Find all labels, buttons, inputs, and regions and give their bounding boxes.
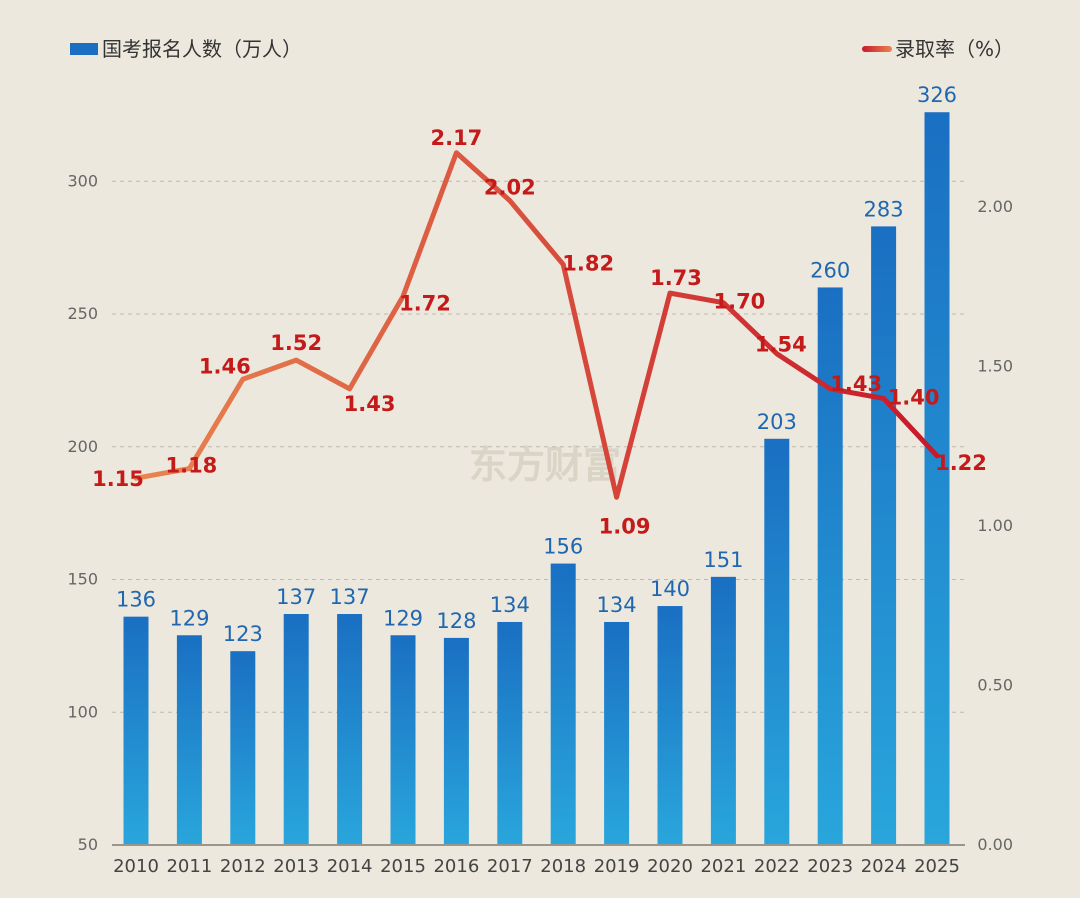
legend-label-line: 录取率（%）	[895, 37, 1014, 61]
rate-value-label: 2.02	[484, 176, 536, 200]
bar	[497, 621, 523, 845]
legend-swatch-bar	[70, 43, 98, 55]
x-tick-label: 2021	[700, 856, 746, 877]
right-tick-label: 0.00	[977, 835, 1013, 854]
rate-value-label: 1.82	[562, 251, 614, 275]
bar	[230, 651, 256, 845]
bar-value-label: 283	[864, 197, 904, 221]
rate-value-label: 1.18	[165, 454, 217, 478]
x-tick-label: 2018	[540, 856, 586, 877]
rate-value-label: 1.40	[888, 385, 940, 409]
rate-labels: 1.15 1.18 1.46 1.52 1.43 1.72 2.17 2.02 1.82 1.09…	[92, 126, 987, 539]
rate-value-label: 1.72	[399, 291, 451, 315]
bar	[123, 616, 149, 845]
left-tick-label: 250	[67, 304, 98, 323]
bar-value-label: 129	[169, 606, 209, 630]
x-tick-label: 2012	[220, 856, 266, 877]
bar-value-label: 123	[223, 622, 263, 646]
bar	[604, 621, 630, 845]
bar-value-label: 260	[810, 258, 850, 282]
rate-value-label: 1.22	[935, 451, 987, 475]
rate-value-label: 1.43	[830, 372, 882, 396]
left-tick-label: 200	[67, 437, 98, 456]
x-tick-label: 2022	[754, 856, 800, 877]
bar-value-label: 140	[650, 577, 690, 601]
x-tick-label: 2011	[166, 856, 212, 877]
right-tick-label: 2.00	[977, 197, 1013, 216]
rate-value-label: 1.70	[713, 290, 765, 314]
right-axis: 0.00 0.50 1.00 1.50 2.00	[977, 197, 1013, 854]
bar	[443, 637, 469, 845]
bar-value-label: 156	[543, 535, 583, 559]
x-tick-label: 2020	[647, 856, 693, 877]
bar-value-label: 137	[330, 585, 370, 609]
bar-value-label: 128	[436, 609, 476, 633]
bar	[924, 112, 950, 846]
bar-value-label: 203	[757, 410, 797, 434]
left-axis: 50 100 150 200 250 300	[67, 171, 98, 854]
watermark: 东方财富	[469, 442, 621, 487]
x-tick-label: 2019	[594, 856, 640, 877]
rate-value-label: 2.17	[430, 126, 482, 150]
x-tick-label: 2024	[861, 856, 907, 877]
bar-value-label: 151	[703, 548, 743, 572]
rate-value-label: 1.54	[755, 333, 807, 357]
right-tick-label: 1.00	[977, 516, 1013, 535]
left-tick-label: 150	[67, 570, 98, 589]
bar	[390, 635, 416, 845]
legend-label-bar: 国考报名人数（万人）	[102, 37, 302, 61]
bar	[764, 438, 790, 845]
bar	[710, 576, 736, 845]
rate-value-label: 1.15	[92, 467, 144, 491]
x-tick-label: 2017	[487, 856, 533, 877]
legend-swatch-line	[862, 46, 892, 52]
x-tick-label: 2016	[433, 856, 479, 877]
x-tick-label: 2023	[807, 856, 853, 877]
rate-value-label: 1.09	[599, 514, 651, 538]
bar	[871, 226, 897, 845]
right-tick-label: 1.50	[977, 357, 1013, 376]
legend: 国考报名人数（万人） 录取率（%）	[70, 37, 1014, 61]
rate-value-label: 1.46	[199, 354, 251, 378]
bar-series	[123, 112, 950, 846]
bar	[550, 563, 576, 845]
x-tick-label: 2013	[273, 856, 319, 877]
x-axis: 2010 2011 2012 2013 2014 2015 2016 2017 2018 2019…	[113, 856, 960, 877]
bar	[337, 614, 363, 845]
bar-value-label: 134	[597, 593, 637, 617]
bar-value-label: 134	[490, 593, 530, 617]
x-tick-label: 2025	[914, 856, 960, 877]
bar	[176, 635, 202, 845]
bar-labels: 136 129 123 137 137 129 128 134 156 134 140 151 203 2…	[116, 83, 957, 646]
x-tick-label: 2014	[327, 856, 373, 877]
x-tick-label: 2015	[380, 856, 426, 877]
rate-value-label: 1.73	[650, 266, 702, 290]
rate-value-label: 1.52	[270, 331, 322, 355]
left-tick-label: 100	[67, 702, 98, 721]
right-tick-label: 0.50	[977, 676, 1013, 695]
bar	[283, 614, 309, 845]
bar-value-label: 326	[917, 83, 957, 107]
bar-value-label: 137	[276, 585, 316, 609]
rate-value-label: 1.43	[344, 392, 396, 416]
bar-value-label: 136	[116, 588, 156, 612]
bar	[657, 606, 683, 845]
left-tick-label: 50	[78, 835, 98, 854]
left-tick-label: 300	[67, 171, 98, 190]
bar-value-label: 129	[383, 606, 423, 630]
x-tick-label: 2010	[113, 856, 159, 877]
rate-line	[133, 150, 940, 500]
gridlines	[112, 180, 965, 713]
line-series	[133, 150, 940, 500]
